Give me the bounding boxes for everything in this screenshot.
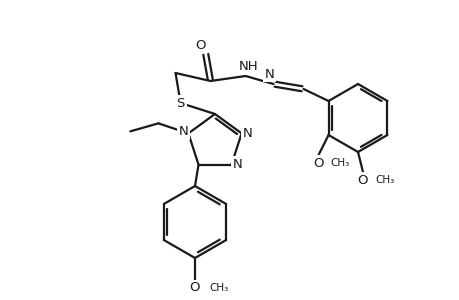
Text: N: N bbox=[232, 158, 242, 171]
Text: CH₃: CH₃ bbox=[330, 158, 349, 168]
Text: N: N bbox=[264, 68, 274, 80]
Text: O: O bbox=[357, 173, 368, 187]
Text: N: N bbox=[242, 127, 252, 140]
Text: S: S bbox=[176, 97, 185, 110]
Text: CH₃: CH₃ bbox=[374, 175, 393, 185]
Text: O: O bbox=[190, 281, 200, 295]
Text: N: N bbox=[178, 125, 188, 138]
Text: O: O bbox=[195, 38, 205, 52]
Text: O: O bbox=[313, 157, 323, 169]
Text: NH: NH bbox=[238, 59, 258, 73]
Text: CH₃: CH₃ bbox=[208, 283, 228, 293]
